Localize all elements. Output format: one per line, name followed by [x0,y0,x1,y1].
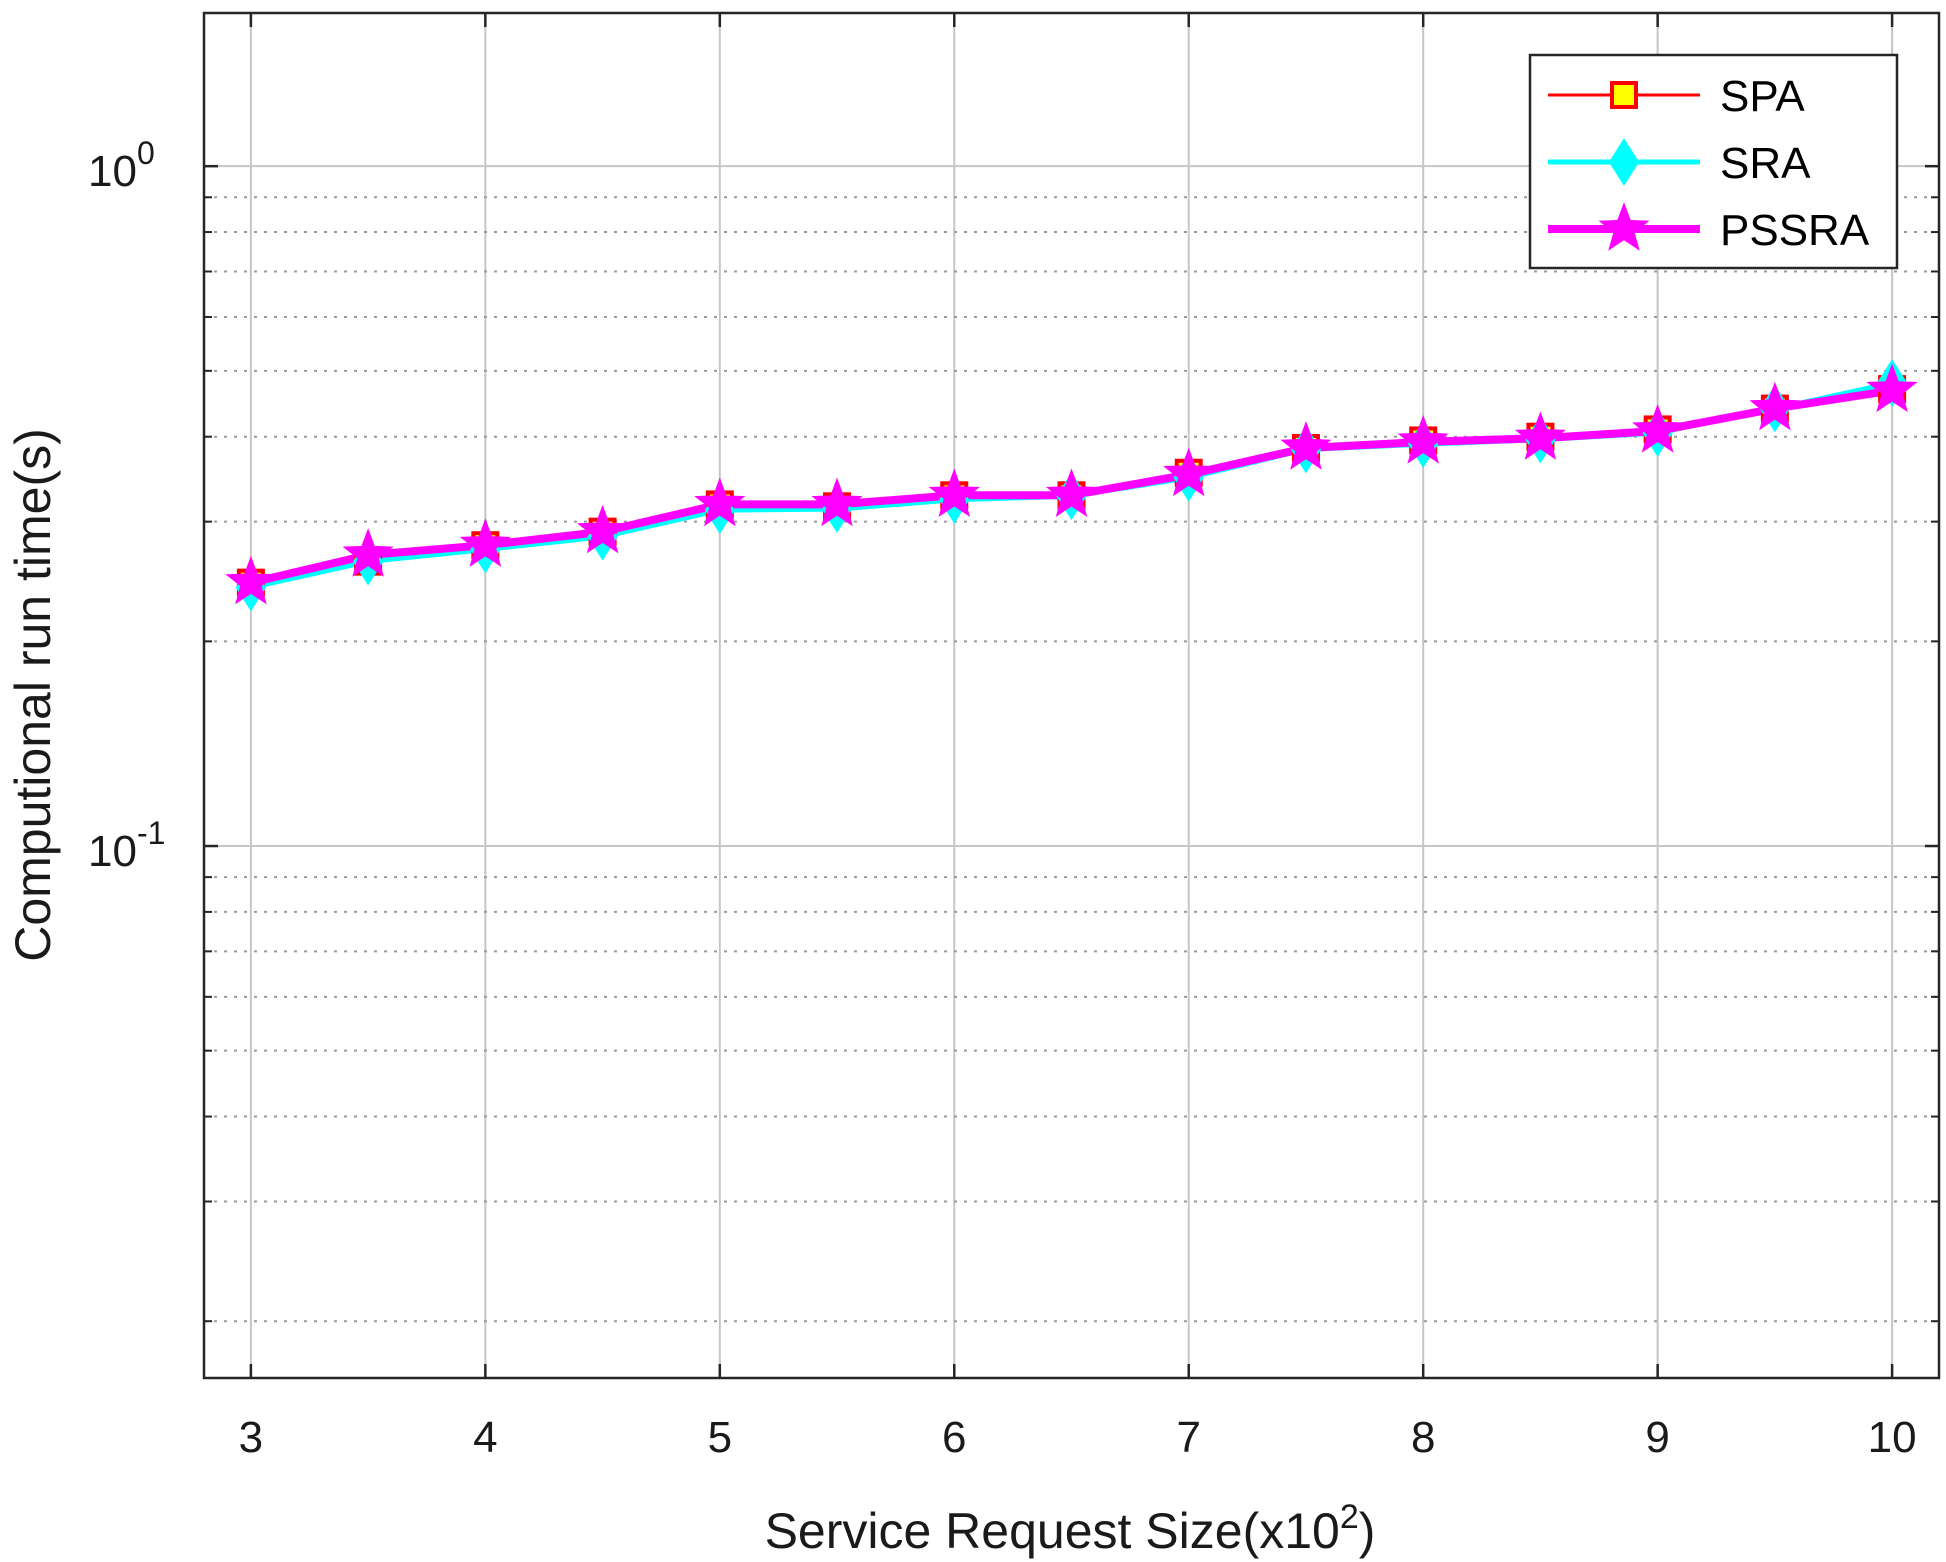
data-point-pssra [1514,411,1566,460]
legend-label-sra: SRA [1720,139,1811,188]
data-point-pssra [342,528,394,577]
data-point-pssra [1280,421,1332,470]
x-tick-label: 10 [1868,1413,1917,1462]
data-point-pssra [928,468,980,518]
plot-frame [202,11,1941,1380]
series-markers [225,359,1918,612]
x-tick-label: 5 [708,1413,732,1462]
x-axis-label: Service Request Size(x102) [765,1498,1376,1559]
x-axis-label-main: Service Request Size(x10 [765,1503,1340,1559]
y-tick-label: 10-1 [88,815,165,876]
data-point-pssra [1632,404,1684,453]
axis-ticks [204,13,1939,1378]
data-point-pssra [577,504,629,554]
data-point-pssra [459,518,511,567]
x-tick-label: 8 [1411,1413,1435,1462]
x-tick-label: 9 [1645,1413,1669,1462]
x-axis-label-exponent: 2 [1340,1498,1359,1536]
legend-item-pssra: PSSRA [1548,202,1870,255]
data-point-pssra [694,477,746,527]
legend-label-pssra: PSSRA [1720,206,1870,255]
legend-item-spa: SPA [1548,72,1805,121]
legend-marker-spa [1610,81,1638,109]
legend-item-sra: SRA [1548,138,1811,188]
data-point-pssra [1163,447,1215,497]
tick-labels: 3 4 5 6 7 8 9 10 10-1 100 [88,135,1917,1462]
x-axis-label-suffix: ) [1359,1503,1376,1559]
x-tick-label: 7 [1176,1413,1200,1462]
data-point-pssra [1397,415,1449,464]
data-point-pssra [811,477,863,527]
legend-label-spa: SPA [1720,72,1805,121]
legend: SPA SRA PSSRA [1528,53,1899,270]
y-axis-label: Computional run time(s) [5,428,61,962]
data-point-pssra [225,555,277,605]
data-point-pssra [1045,468,1098,518]
x-tick-label: 6 [942,1413,966,1462]
legend-marker-sra [1608,138,1640,186]
y-tick-label: 100 [88,135,155,196]
data-point-pssra [1866,363,1918,413]
legend-marker-pssra [1598,202,1650,251]
data-point-pssra [1749,381,1801,431]
x-tick-label: 4 [473,1413,497,1462]
x-tick-label: 3 [239,1413,263,1462]
